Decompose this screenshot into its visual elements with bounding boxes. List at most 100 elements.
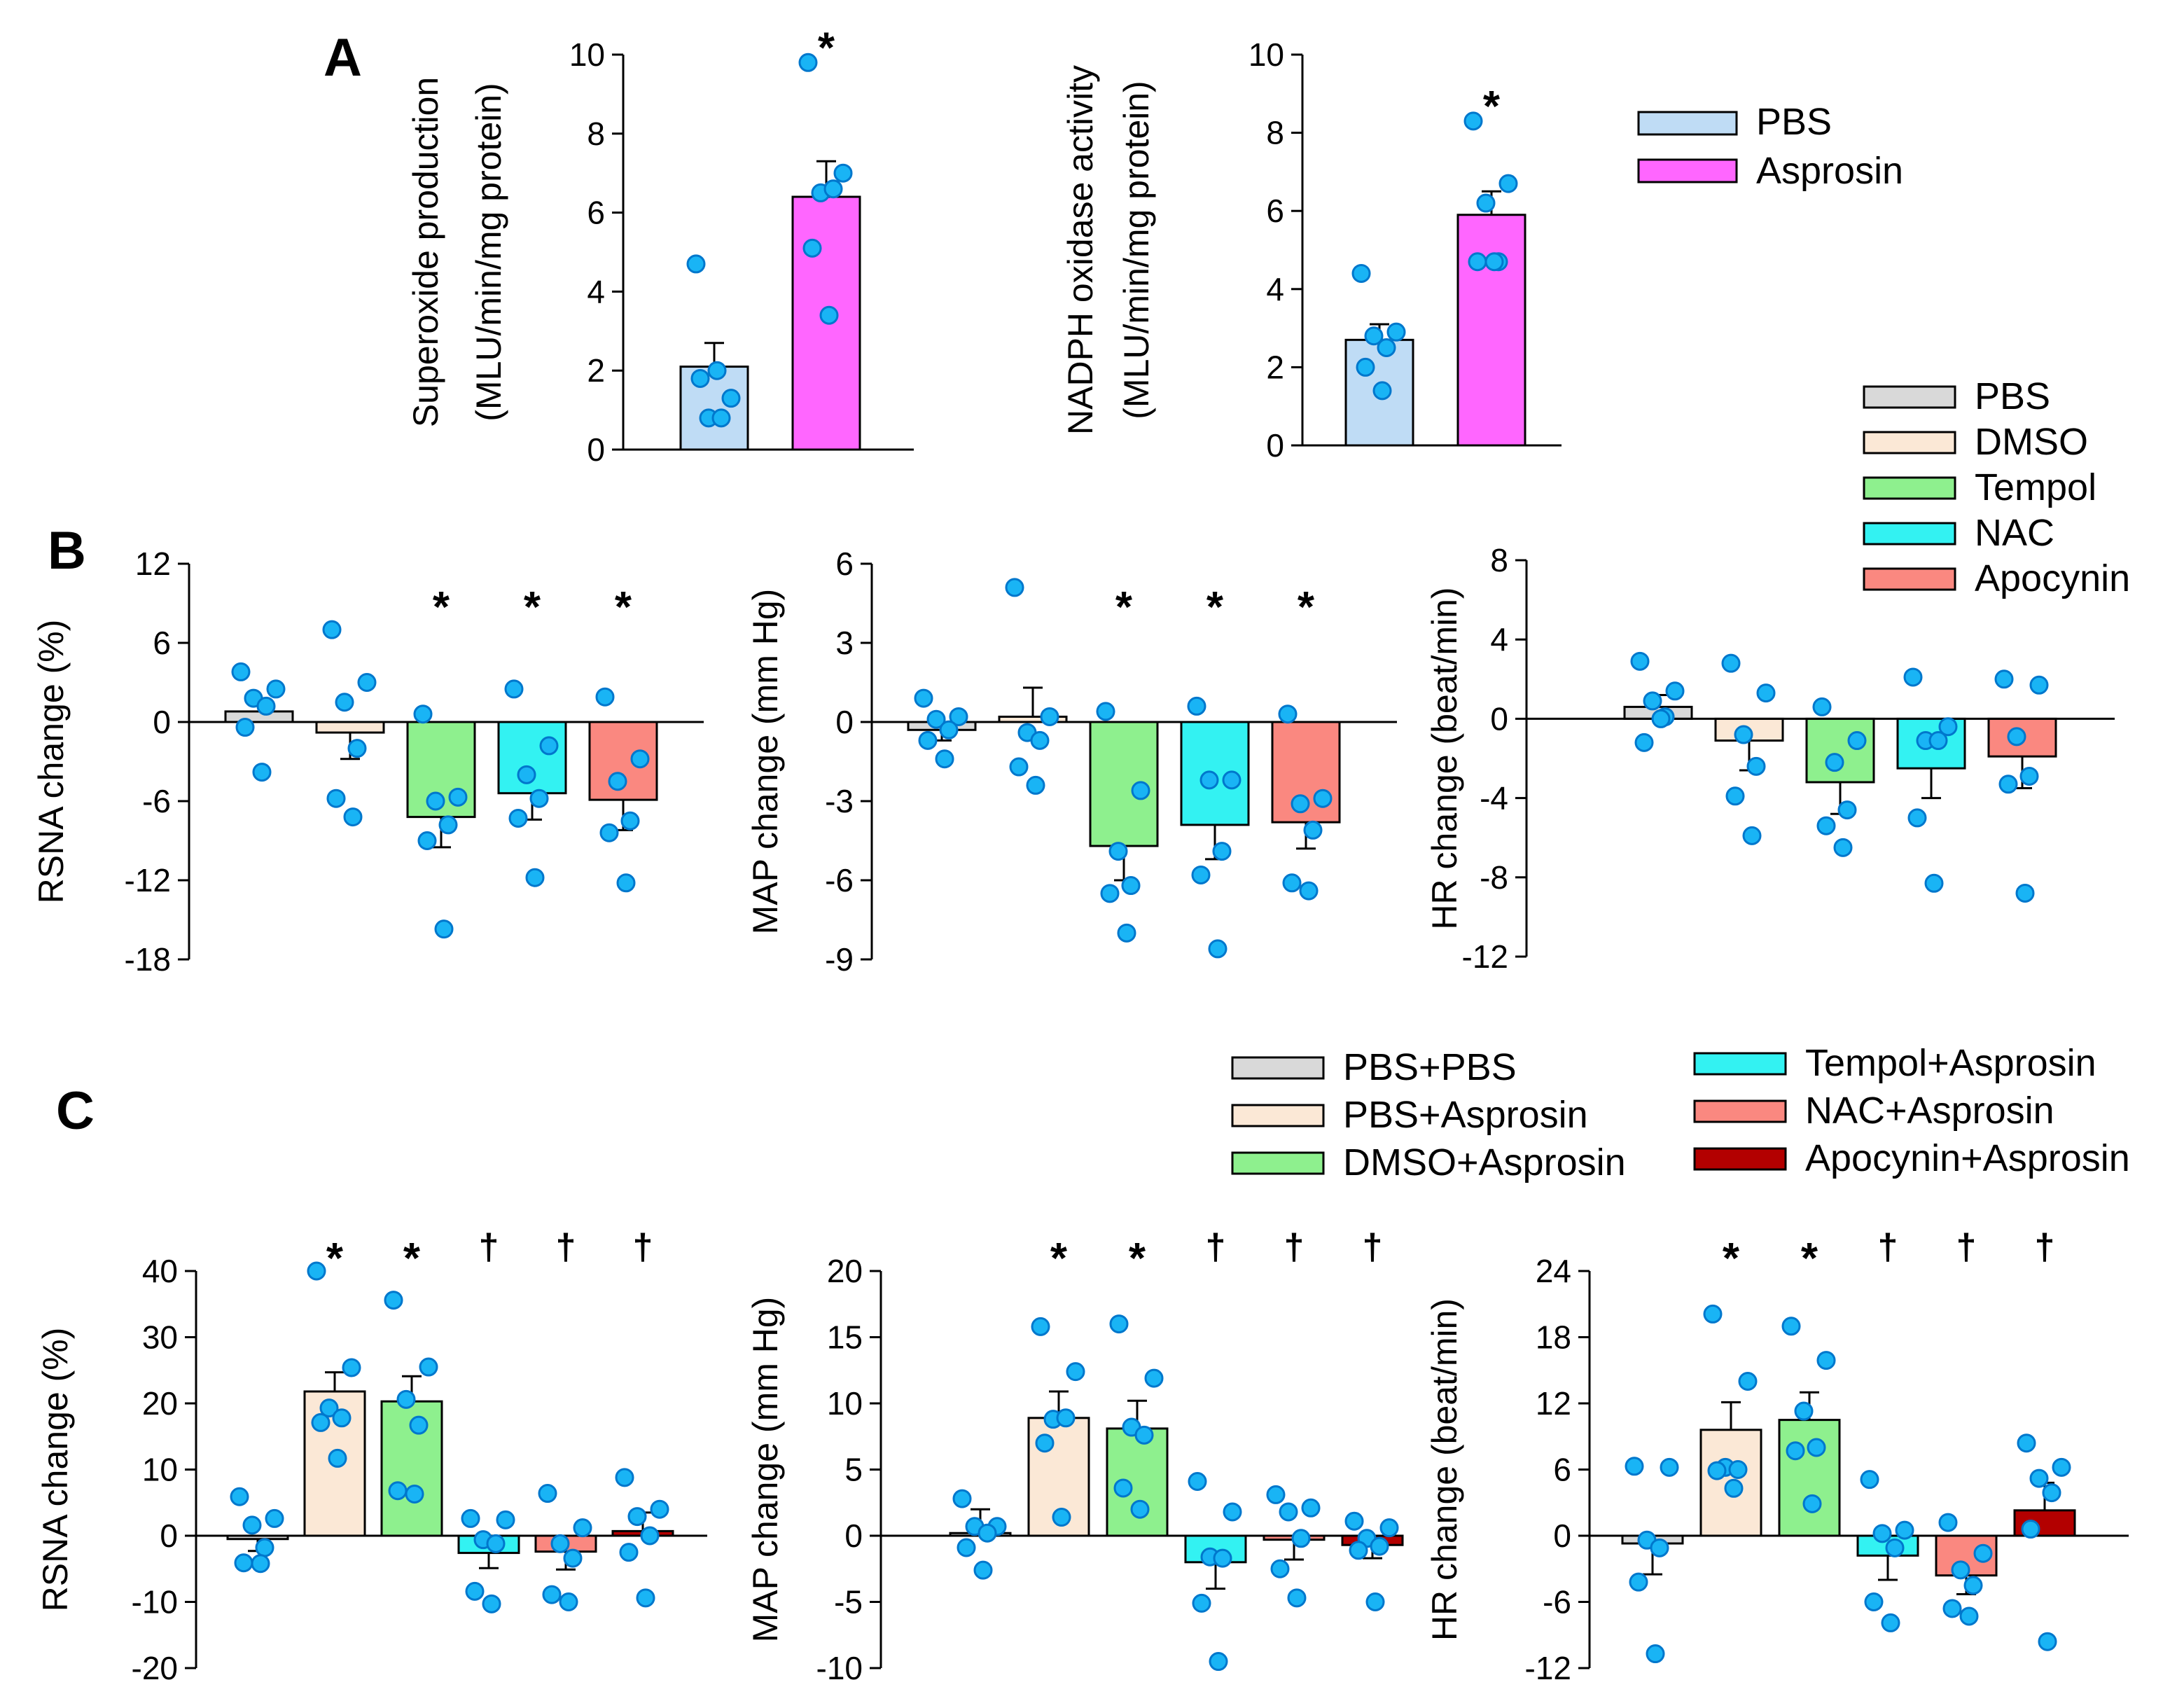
data-point: [1372, 381, 1392, 401]
data-point: [918, 730, 938, 750]
data-point: [595, 687, 615, 707]
data-point: [1040, 707, 1059, 726]
data-point: [802, 238, 822, 258]
data-point: [627, 1507, 647, 1527]
data-point: [357, 673, 377, 692]
legend-c-label-dmso-asprosin: DMSO+Asprosin: [1343, 1141, 1626, 1183]
data-point: [1370, 1536, 1389, 1556]
panel-label-a: A: [324, 28, 362, 88]
data-point: [448, 787, 468, 807]
data-point: [640, 1526, 660, 1546]
data-point: [1816, 1351, 1836, 1370]
y-tick-label: -6: [1543, 1584, 1571, 1620]
data-point: [1270, 1559, 1290, 1578]
significance-mark: *: [1115, 583, 1133, 632]
y-axis-label: (MLU/min/mg protein): [469, 83, 508, 421]
legend-b-label-tempol: Tempol: [1975, 466, 2096, 508]
chart-c1: -20 -10 0 10 20 30 40 RSNA change (%) * * † † †: [36, 1227, 707, 1686]
y-tick-label: 12: [1536, 1385, 1571, 1422]
legend-b-swatch-nac: [1863, 522, 1956, 546]
data-point: [482, 1594, 501, 1613]
data-point: [1349, 1541, 1368, 1560]
data-point: [563, 1548, 583, 1568]
y-tick-label: 12: [135, 546, 171, 582]
data-point: [1287, 1588, 1307, 1608]
data-point: [550, 1534, 570, 1553]
data-point: [630, 749, 650, 769]
legend-c-label-nac-asprosin: NAC+Asprosin: [1805, 1090, 2054, 1132]
data-point: [1052, 1508, 1071, 1527]
data-point: [1212, 842, 1232, 861]
legend-b-label-nac: NAC: [1975, 512, 2054, 554]
data-point: [517, 765, 536, 784]
data-point: [266, 679, 286, 699]
data-point: [935, 749, 954, 769]
data-point: [1096, 702, 1115, 721]
data-point: [1356, 357, 1375, 377]
data-point: [1303, 820, 1323, 840]
significance-mark: †: [1284, 1227, 1305, 1268]
data-point: [231, 662, 251, 681]
y-axis-label: RSNA change (%): [36, 1328, 75, 1612]
data-point: [1134, 1425, 1154, 1445]
data-point: [252, 763, 272, 782]
data-point: [1222, 770, 1242, 790]
data-point: [256, 696, 276, 716]
data-point: [1860, 1470, 1879, 1490]
y-tick-label: 10: [142, 1452, 178, 1488]
data-point: [496, 1510, 515, 1529]
y-tick-label: 40: [142, 1253, 178, 1289]
data-point: [525, 868, 545, 887]
data-point: [1629, 1572, 1648, 1592]
data-point: [711, 408, 731, 428]
legend-a-swatch-asprosin: [1637, 158, 1738, 183]
data-point: [1746, 756, 1766, 776]
y-tick-label: 10: [569, 36, 605, 73]
y-axis-label: Superoxide production: [406, 77, 445, 427]
legend-a-label-pbs: PBS: [1756, 101, 1832, 143]
data-point: [721, 389, 741, 408]
data-point: [1725, 786, 1745, 806]
data-point: [1301, 1498, 1321, 1518]
data-point: [235, 718, 255, 737]
data-point: [616, 873, 636, 893]
panel-label-c: C: [56, 1081, 95, 1141]
data-point: [1903, 667, 1923, 687]
data-point: [1794, 1401, 1814, 1421]
significance-mark: †: [1956, 1227, 1977, 1268]
y-tick-label: -20: [132, 1650, 178, 1686]
y-tick-label: 20: [142, 1385, 178, 1422]
data-point: [1650, 1538, 1669, 1557]
legend-b-label-pbs: PBS: [1975, 375, 2050, 417]
data-point: [2021, 1520, 2040, 1539]
data-point: [1643, 691, 1662, 711]
chart-c3: -12 -6 0 6 12 18 24 HR change (beat/min) * * † † †: [1425, 1227, 2129, 1686]
data-point: [1724, 1478, 1744, 1498]
legend-b-swatch-pbs: [1863, 385, 1956, 409]
legend-b-swatch-apocynin: [1863, 567, 1956, 591]
data-point: [1121, 876, 1141, 896]
data-point: [1942, 1599, 1962, 1618]
legend-b-label-dmso: DMSO: [1975, 421, 2088, 463]
data-point: [573, 1518, 592, 1538]
bar-nac: [497, 721, 567, 795]
data-point: [1928, 731, 1948, 751]
data-point: [973, 1560, 993, 1580]
significance-mark: *: [1298, 583, 1315, 632]
data-point: [413, 704, 433, 724]
data-point: [542, 1585, 562, 1604]
y-tick-label: 0: [835, 704, 854, 740]
data-point: [539, 736, 559, 756]
data-point: [1282, 873, 1302, 893]
y-tick-label: 5: [844, 1452, 863, 1488]
data-point: [1938, 717, 1958, 737]
data-point: [2052, 1457, 2071, 1477]
significance-mark: *: [1129, 1235, 1146, 1283]
data-point: [529, 789, 549, 808]
legend-c-swatch-tempol-asprosin: [1693, 1052, 1787, 1076]
data-point: [322, 620, 342, 639]
significance-mark: *: [403, 1235, 421, 1283]
data-point: [384, 1291, 403, 1310]
